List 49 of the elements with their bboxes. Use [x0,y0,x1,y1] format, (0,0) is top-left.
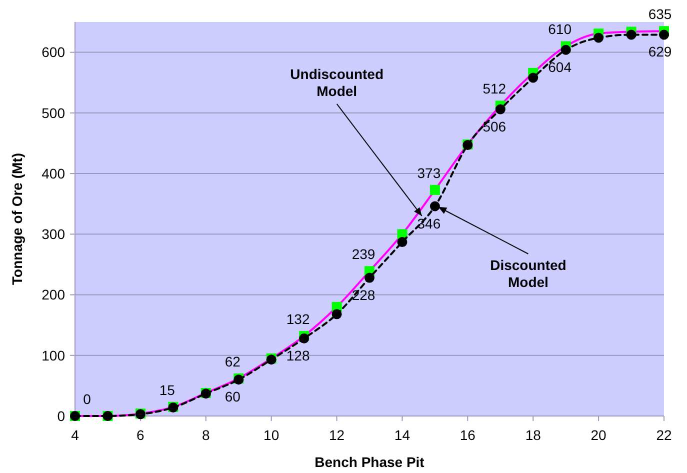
data-label: 239 [352,246,376,262]
x-axis-title: Bench Phase Pit [314,454,425,470]
y-tick-label: 200 [42,286,66,303]
data-label: 62 [224,353,241,370]
point [364,272,374,283]
x-tick-label: 6 [136,427,145,443]
point [430,201,440,212]
y-tick-label: 400 [42,165,66,182]
x-tick-label: 10 [264,427,280,443]
x-tick-label: 20 [590,427,607,443]
data-label: 0 [83,391,92,407]
point [560,44,571,55]
y-tick-label: 300 [42,226,66,242]
point [594,32,604,43]
data-label: 604 [548,58,572,75]
point [659,30,669,40]
point [397,237,408,248]
data-label: 512 [482,80,506,97]
point [430,184,440,195]
data-label: 629 [648,44,672,60]
data-label: 228 [352,286,376,303]
data-label: 506 [482,118,506,134]
x-tick-label: 8 [202,427,210,443]
y-tick-label: 0 [57,408,66,424]
point [299,333,310,344]
data-label: 610 [548,21,572,38]
point [626,30,636,40]
data-label: 15 [159,382,176,398]
y-tick-label: 500 [42,104,66,121]
x-tick-label: 12 [328,427,345,443]
data-label: 60 [224,388,241,405]
data-label: 132 [286,310,310,327]
x-tick-label: 14 [394,427,410,443]
x-tick-label: 18 [525,427,542,443]
point [495,104,506,114]
data-label: 373 [417,164,441,181]
data-label: 346 [417,215,441,232]
point [332,309,342,320]
x-tick-label: 16 [460,427,476,443]
y-tick-label: 600 [42,44,66,60]
data-label: 128 [286,347,310,364]
y-tick-label: 100 [42,347,66,364]
y-axis-title: Tonnage of Ore (Mt) [9,153,25,285]
point [528,72,538,83]
x-tick-label: 22 [656,427,672,443]
x-tick-label: 4 [71,427,80,443]
annotation: Discounted Model [490,256,566,290]
annotation: Undiscounted Model [290,66,384,99]
data-label: 635 [648,6,672,22]
